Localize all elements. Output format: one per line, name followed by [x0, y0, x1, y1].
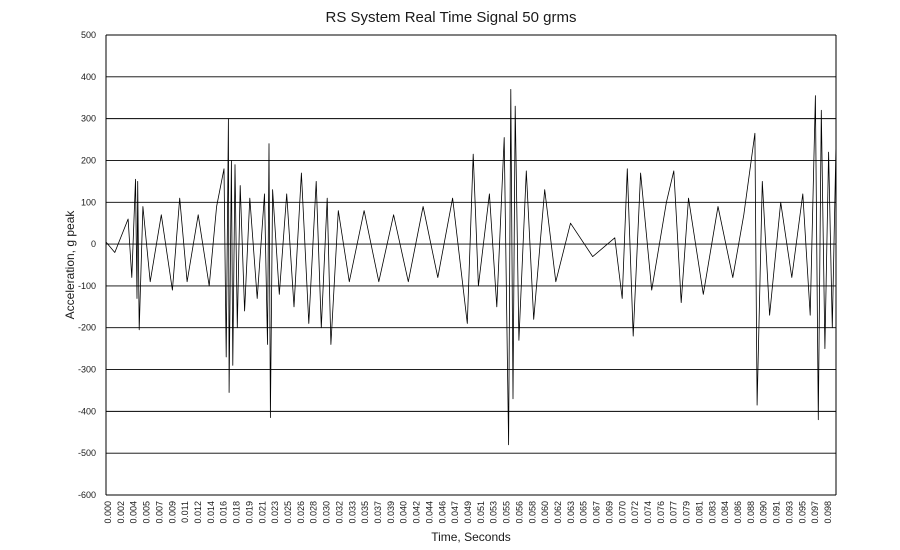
- x-tick-label: 0.098: [823, 501, 833, 524]
- x-tick-label: 0.056: [514, 501, 524, 524]
- x-tick-label: 0.084: [720, 501, 730, 524]
- y-tick-label: -300: [78, 365, 96, 375]
- y-tick-label: -100: [78, 281, 96, 291]
- x-tick-label: 0.000: [103, 501, 113, 524]
- y-tick-label: -500: [78, 448, 96, 458]
- chart-title: RS System Real Time Signal 50 grms: [326, 9, 577, 26]
- x-axis-title: Time, Seconds: [431, 530, 511, 544]
- y-tick-label: 400: [81, 72, 96, 82]
- y-tick-label: 0: [91, 239, 96, 249]
- x-tick-label: 0.083: [707, 501, 717, 524]
- x-tick-label: 0.002: [116, 501, 126, 524]
- x-tick-label: 0.025: [283, 501, 293, 524]
- x-tick-label: 0.037: [373, 501, 383, 524]
- x-tick-label: 0.049: [463, 501, 473, 524]
- x-tick-label: 0.044: [424, 501, 434, 524]
- x-tick-label: 0.019: [244, 501, 254, 524]
- x-tick-label: 0.032: [334, 501, 344, 524]
- x-tick-label: 0.053: [489, 501, 499, 524]
- x-tick-label: 0.042: [412, 501, 422, 524]
- x-tick-label: 0.026: [296, 501, 306, 524]
- x-tick-label: 0.095: [797, 501, 807, 524]
- x-tick-label: 0.005: [142, 501, 152, 524]
- y-tick-label: 100: [81, 197, 96, 207]
- x-tick-label: 0.063: [566, 501, 576, 524]
- x-tick-label: 0.088: [746, 501, 756, 524]
- x-tick-label: 0.033: [347, 501, 357, 524]
- x-tick-label: 0.009: [167, 501, 177, 524]
- x-tick-label: 0.079: [682, 501, 692, 524]
- x-tick-label: 0.065: [579, 501, 589, 524]
- x-tick-label: 0.016: [219, 501, 229, 524]
- x-tick-label: 0.047: [450, 501, 460, 524]
- y-tick-label: 200: [81, 155, 96, 165]
- x-tick-label: 0.021: [257, 501, 267, 524]
- x-tick-label: 0.074: [643, 501, 653, 524]
- x-tick-label: 0.060: [540, 501, 550, 524]
- x-tick-label: 0.070: [617, 501, 627, 524]
- y-tick-label: 300: [81, 114, 96, 124]
- gridlines: [106, 34, 836, 496]
- signal-line: [105, 89, 837, 446]
- x-tick-label: 0.014: [206, 501, 216, 524]
- x-tick-label: 0.090: [759, 501, 769, 524]
- x-tick-label: 0.062: [553, 501, 563, 524]
- y-axis-title: Acceleration, g peak: [63, 210, 77, 320]
- y-tick-label: -400: [78, 406, 96, 416]
- x-tick-label: 0.097: [810, 501, 820, 524]
- x-tick-label: 0.040: [399, 501, 409, 524]
- x-tick-label: 0.091: [772, 501, 782, 524]
- x-tick-label: 0.072: [630, 501, 640, 524]
- y-tick-labels: 500 400 300 200 100 0 -100 -200 -300 -400 -500 -600: [78, 30, 96, 500]
- y-tick-label: 500: [81, 30, 96, 40]
- x-tick-label: 0.076: [656, 501, 666, 524]
- x-tick-label: 0.051: [476, 501, 486, 524]
- x-tick-labels: 0.000 0.002 0.004 0.005 0.007 0.009 0.011 0.012…: [103, 501, 833, 524]
- x-tick-label: 0.011: [180, 501, 190, 523]
- x-tick-label: 0.067: [592, 501, 602, 524]
- x-tick-label: 0.030: [322, 501, 332, 524]
- x-tick-label: 0.023: [270, 501, 280, 524]
- x-tick-label: 0.028: [309, 501, 319, 524]
- x-tick-label: 0.081: [694, 501, 704, 524]
- x-tick-label: 0.039: [386, 501, 396, 524]
- x-tick-label: 0.058: [527, 501, 537, 524]
- x-tick-label: 0.046: [437, 501, 447, 524]
- x-tick-label: 0.012: [193, 501, 203, 524]
- y-tick-label: -600: [78, 490, 96, 500]
- x-tick-label: 0.035: [360, 501, 370, 524]
- x-tick-label: 0.007: [154, 501, 164, 524]
- x-tick-label: 0.069: [604, 501, 614, 524]
- x-tick-label: 0.077: [669, 501, 679, 524]
- x-tick-label: 0.086: [733, 501, 743, 524]
- x-tick-label: 0.093: [784, 501, 794, 524]
- x-tick-label: 0.004: [129, 501, 139, 524]
- x-tick-label: 0.018: [232, 501, 242, 524]
- x-tick-label: 0.055: [502, 501, 512, 524]
- y-tick-label: -200: [78, 323, 96, 333]
